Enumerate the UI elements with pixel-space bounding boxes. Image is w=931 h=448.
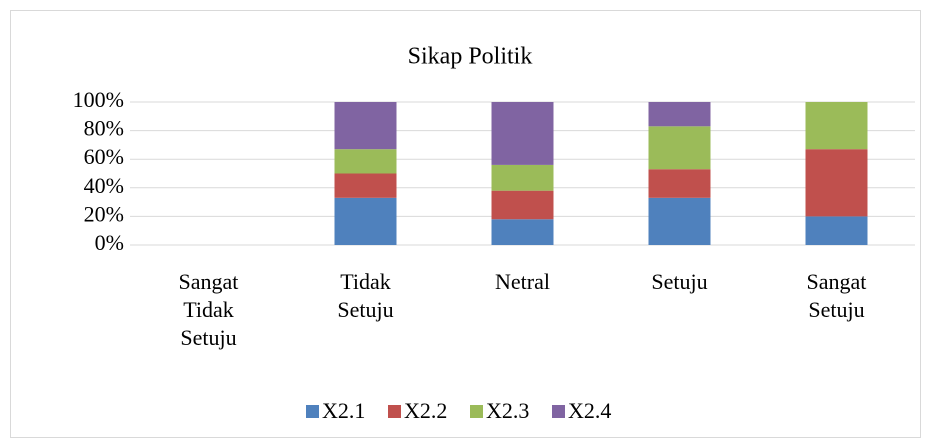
bar-segment (491, 164, 554, 191)
legend-label: X2.2 (404, 398, 447, 423)
legend-swatch (470, 405, 483, 418)
legend-swatch (388, 405, 401, 418)
y-tick-label: 100% (73, 87, 124, 112)
legend-label: X2.4 (568, 398, 611, 423)
bar-segment (805, 149, 868, 217)
y-tick-label: 80% (84, 116, 124, 141)
legend-label: X2.1 (322, 398, 365, 423)
y-tick-label: 60% (84, 144, 124, 169)
legend-label: X2.3 (486, 398, 529, 423)
chart-border (10, 10, 921, 438)
legend-swatch (306, 405, 319, 418)
y-tick-label: 0% (95, 230, 124, 255)
bar-segment (491, 190, 554, 220)
x-tick-label: Sangat Setuju (806, 269, 867, 322)
bar-segment (648, 197, 711, 245)
bar-segment (805, 102, 868, 150)
bar-segment (805, 216, 868, 245)
y-tick-label: 20% (84, 201, 124, 226)
bar-segment (491, 102, 554, 165)
legend-swatch (552, 405, 565, 418)
bar-segment (334, 102, 397, 150)
bar-segment (334, 149, 397, 174)
x-tick-label: Sangat Tidak Setuju (178, 269, 239, 350)
bar-segment (334, 197, 397, 245)
chart-title: Sikap Politik (408, 44, 533, 70)
x-tick-label: Netral (495, 269, 550, 294)
x-tick-label: Tidak Setuju (337, 269, 394, 322)
bar-segment (648, 102, 711, 127)
x-tick-label: Setuju (651, 269, 708, 294)
bar-segment (648, 126, 711, 170)
y-tick-label: 40% (84, 173, 124, 198)
bar-segment (491, 219, 554, 245)
bar-segment (334, 173, 397, 198)
bar-segment (648, 169, 711, 198)
